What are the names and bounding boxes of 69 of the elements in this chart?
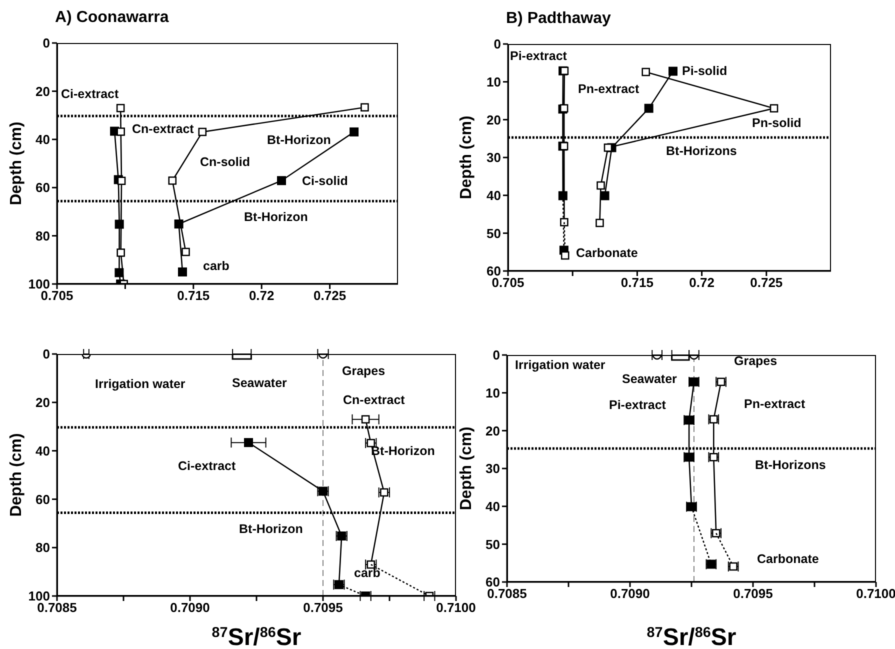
chart-title: A) Coonawarra xyxy=(55,9,169,27)
x-tick-label: 0.725 xyxy=(750,275,783,290)
annotation: Grapes xyxy=(734,353,778,369)
x-tick-label: 0.7095 xyxy=(303,600,343,616)
annotation: Ci-solid xyxy=(302,173,348,189)
y-tick-label: 40 xyxy=(486,188,501,203)
x-tick-label: 0.715 xyxy=(177,288,210,304)
y-tick-label: 10 xyxy=(486,74,501,90)
y-tick-label: 20 xyxy=(486,423,500,438)
annotation: carb xyxy=(354,565,380,581)
y-tick-label: 0 xyxy=(494,36,501,52)
x-axis-title: $^{87}$Sr/$^{86}$Sr xyxy=(646,624,736,649)
y-tick-label: 0 xyxy=(42,36,50,51)
y-tick-label: 20 xyxy=(486,112,501,128)
y-tick-label: 40 xyxy=(36,132,50,148)
y-tick-label: 60 xyxy=(36,180,50,196)
y-tick-label: 40 xyxy=(486,498,500,514)
chart-title: B) Padthaway xyxy=(506,10,611,28)
y-tick-label: 20 xyxy=(36,395,50,410)
y-tick-label: 80 xyxy=(36,228,50,244)
annotation: Bt-Horizons xyxy=(666,143,737,159)
y-tick-label: 20 xyxy=(36,84,50,99)
x-tick-label: 0.7090 xyxy=(610,586,650,602)
annotation: Pn-extract xyxy=(578,81,640,97)
annotation: Cn-solid xyxy=(200,154,250,170)
x-axis-title: $^{87}$Sr/$^{86}$Sr xyxy=(212,624,302,649)
x-tick-label: 0.725 xyxy=(314,288,346,304)
annotation: Bt-Horizon xyxy=(244,209,308,225)
y-tick-label: 30 xyxy=(486,461,500,476)
annotation: Seawater xyxy=(622,371,677,387)
y-axis-title: Depth (cm) xyxy=(458,116,476,200)
annotation: Ci-extract xyxy=(178,458,236,474)
annotation: Pi-extract xyxy=(609,397,666,413)
x-tick-label: 0.72 xyxy=(689,275,714,290)
annotation: Pi-solid xyxy=(682,63,728,79)
annotation: Bt-Horizon xyxy=(267,132,331,148)
annotation: Cn-extract xyxy=(343,392,405,408)
x-tick-label: 0.7100 xyxy=(856,586,895,602)
y-axis-title: Depth (cm) xyxy=(458,426,476,510)
x-tick-label: 0.7100 xyxy=(436,600,476,616)
annotation: Pn-solid xyxy=(752,115,802,131)
annotation: Grapes xyxy=(342,363,386,379)
annotation: Ci-extract xyxy=(61,86,119,102)
y-tick-label: 0 xyxy=(492,348,500,363)
y-tick-label: 50 xyxy=(486,536,500,552)
annotation: Bt-Horizon xyxy=(239,521,303,537)
y-tick-label: 60 xyxy=(36,492,50,507)
x-tick-label: 0.7090 xyxy=(170,600,210,616)
annotation: Carbonate xyxy=(576,245,638,261)
annotation: Cn-extract xyxy=(132,121,194,137)
y-tick-label: 80 xyxy=(36,540,50,556)
x-tick-label: 0.72 xyxy=(248,288,274,304)
y-tick-label: 40 xyxy=(36,443,50,458)
x-tick-label: 0.7095 xyxy=(733,586,773,602)
y-axis-title: Depth (cm) xyxy=(8,122,26,206)
y-tick-label: 30 xyxy=(486,150,501,166)
annotation: Seawater xyxy=(232,375,287,391)
y-tick-label: 0 xyxy=(42,346,50,362)
x-tick-label: 0.715 xyxy=(620,275,654,290)
annotation: carb xyxy=(203,258,230,274)
y-tick-label: 10 xyxy=(486,385,500,400)
annotation: Pn-extract xyxy=(744,396,806,412)
annotation: Bt-Horizons xyxy=(755,457,826,473)
y-axis-title: Depth (cm) xyxy=(8,433,26,517)
annotation: Carbonate xyxy=(757,551,819,567)
annotation: Pi-extract xyxy=(510,48,567,64)
annotation: Irrigation water xyxy=(515,357,606,373)
y-tick-label: 50 xyxy=(486,226,501,241)
annotation: Irrigation water xyxy=(95,376,186,392)
